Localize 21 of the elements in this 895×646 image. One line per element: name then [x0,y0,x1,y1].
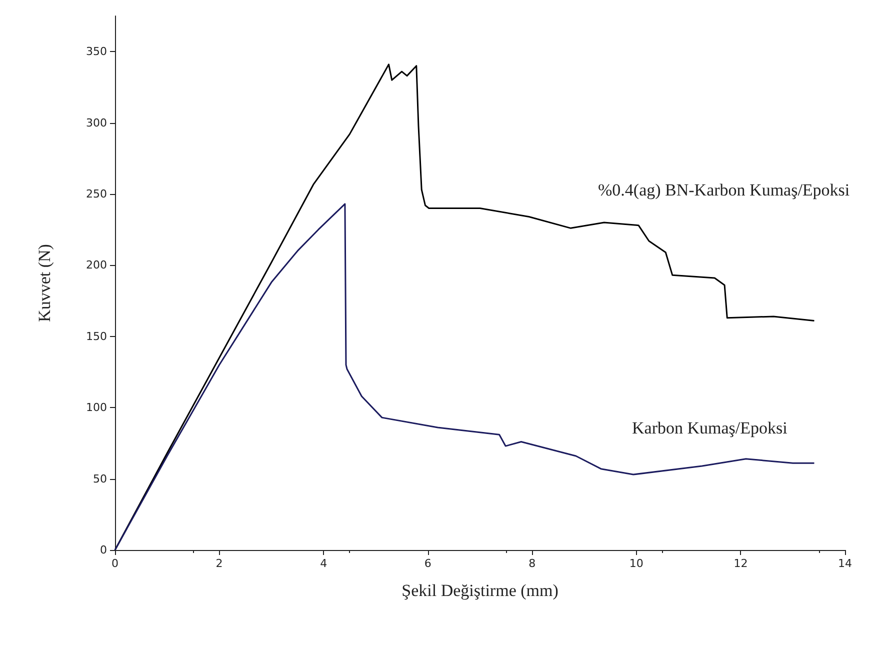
x-tick-label: 6 [424,557,432,570]
x-tick-label: 4 [320,557,328,570]
x-axis-title: Şekil Değiştirme (mm) [402,581,558,600]
annotation: %0.4(ag) BN-Karbon Kumaş/Epoksi [598,180,850,200]
x-tick-label: 8 [528,557,536,570]
y-tick-label: 200 [86,258,107,272]
y-tick-label: 150 [86,330,107,343]
x-tick-label: 14 [838,557,852,570]
y-tick-label: 350 [86,45,107,58]
line-series [114,203,815,551]
y-tick-label: 250 [86,188,107,200]
y-tick-label: 50 [93,472,107,486]
y-tick-label: 0 [100,544,107,556]
x-tick-label: 10 [629,557,644,570]
x-tick-label: 0 [112,557,118,570]
annotation: Karbon Kumaş/Epoksi [632,418,788,438]
x-tick-label: 12 [734,557,748,570]
y-axis-title: Kuvvet (N) [35,244,54,322]
y-tick-label: 100 [86,401,107,414]
x-tick-label: 2 [216,557,223,570]
y-tick-label: 300 [86,116,107,130]
